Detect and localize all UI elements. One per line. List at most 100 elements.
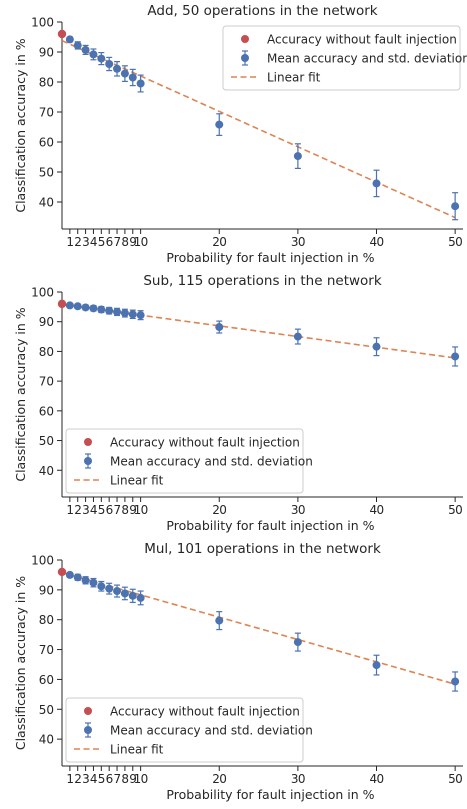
x-tick-label: 2 (74, 235, 81, 249)
x-tick-label: 3 (82, 235, 89, 249)
y-tick-label: 90 (39, 46, 54, 60)
legend-box (65, 428, 304, 494)
x-tick-label: 5 (98, 235, 105, 249)
legend-mean-marker (241, 54, 249, 62)
mean-accuracy-point (105, 584, 114, 593)
y-tick-label: 80 (39, 345, 54, 359)
mean-accuracy-point (89, 578, 98, 587)
x-tick-label: 6 (106, 772, 113, 786)
legend-baseline-marker (84, 707, 92, 715)
x-tick-label: 4 (90, 235, 97, 249)
x-tick-label: 8 (121, 235, 128, 249)
x-axis-label: Probability for fault injection in % (166, 518, 374, 533)
mean-accuracy-point (81, 303, 90, 312)
x-tick-label: 9 (129, 772, 136, 786)
x-axis-label: Probability for fault injection in % (166, 787, 374, 802)
mean-accuracy-point (65, 570, 74, 579)
y-tick-label: 50 (39, 703, 54, 717)
mean-accuracy-point (128, 591, 137, 600)
mean-accuracy-point (65, 301, 74, 310)
x-tick-label: 50 (448, 503, 462, 517)
x-tick-label: 9 (129, 235, 136, 249)
x-tick-label: 30 (291, 503, 305, 517)
y-tick-label: 100 (31, 16, 54, 30)
mean-accuracy-point (215, 616, 224, 625)
baseline-accuracy-point (57, 29, 67, 39)
legend-entry-label: Mean accuracy and std. deviation (267, 52, 467, 66)
y-tick-label: 80 (39, 613, 54, 627)
mean-accuracy-point (451, 352, 460, 361)
y-tick-label: 100 (31, 286, 54, 300)
x-tick-label: 3 (82, 503, 89, 517)
x-tick-label: 20 (212, 772, 226, 786)
x-tick-label: 10 (134, 772, 148, 786)
chart-title: Sub, 115 operations in the network (143, 273, 382, 289)
legend-baseline-marker (84, 438, 92, 446)
mean-accuracy-point (372, 179, 381, 188)
legend-entry-label: Accuracy without fault injection (110, 705, 300, 719)
legend: Accuracy without fault injection Mean acc… (222, 25, 467, 91)
legend-entry-label: Accuracy without fault injection (267, 33, 457, 47)
chart-title: Add, 50 operations in the network (147, 3, 377, 19)
x-tick-label: 8 (121, 772, 128, 786)
x-tick-label: 8 (121, 503, 128, 517)
legend-entry-label: Linear fit (267, 71, 321, 85)
mean-accuracy-point (120, 309, 129, 318)
y-tick-label: 40 (39, 196, 54, 210)
mean-accuracy-point (73, 302, 82, 311)
x-tick-label: 4 (90, 772, 97, 786)
mean-accuracy-point (113, 587, 122, 596)
mean-accuracy-point (81, 45, 90, 54)
x-tick-label: 7 (114, 772, 121, 786)
mean-accuracy-point (136, 311, 145, 320)
mean-accuracy-point (97, 582, 106, 591)
x-tick-label: 40 (369, 235, 383, 249)
x-tick-label: 3 (82, 772, 89, 786)
legend-box (222, 25, 461, 91)
y-axis-label: Classification accuracy in % (13, 38, 28, 212)
mean-accuracy-point (215, 323, 224, 332)
x-tick-label: 1 (66, 235, 73, 249)
legend: Accuracy without fault injection Mean acc… (65, 697, 313, 763)
y-tick-label: 90 (39, 315, 54, 329)
y-tick-label: 50 (39, 166, 54, 180)
y-tick-label: 80 (39, 76, 54, 90)
baseline-accuracy-point (57, 567, 67, 577)
x-tick-label: 9 (129, 503, 136, 517)
mean-accuracy-point (97, 54, 106, 63)
x-tick-label: 1 (66, 772, 73, 786)
y-tick-label: 70 (39, 643, 54, 657)
x-tick-label: 1 (66, 503, 73, 517)
x-tick-label: 20 (212, 503, 226, 517)
legend: Accuracy without fault injection Mean acc… (65, 428, 313, 494)
chart-panel-2: Sub, 115 operations in the network 40 50 60… (13, 273, 463, 533)
y-tick-label: 40 (39, 733, 54, 747)
mean-accuracy-point (65, 35, 74, 44)
x-tick-label: 5 (98, 503, 105, 517)
mean-accuracy-point (451, 677, 460, 686)
x-tick-label: 50 (448, 235, 462, 249)
x-tick-label: 5 (98, 772, 105, 786)
x-tick-label: 7 (114, 235, 121, 249)
chart-panel-3: Mul, 101 operations in the network 40 50 60… (13, 541, 463, 802)
legend-entry-label: Mean accuracy and std. deviation (110, 724, 313, 738)
x-tick-label: 10 (134, 503, 148, 517)
x-tick-label: 40 (369, 503, 383, 517)
x-tick-label: 4 (90, 503, 97, 517)
legend-baseline-marker (241, 35, 249, 43)
mean-accuracy-point (372, 661, 381, 670)
y-tick-label: 70 (39, 375, 54, 389)
y-tick-label: 50 (39, 434, 54, 448)
mean-accuracy-point (89, 304, 98, 313)
mean-accuracy-point (128, 310, 137, 319)
x-tick-label: 6 (106, 503, 113, 517)
mean-accuracy-point (89, 50, 98, 59)
y-tick-label: 70 (39, 106, 54, 120)
mean-accuracy-point (113, 64, 122, 73)
mean-accuracy-point (120, 589, 129, 598)
mean-accuracy-point (136, 593, 145, 602)
x-tick-label: 40 (369, 772, 383, 786)
baseline-accuracy-point (57, 299, 67, 309)
